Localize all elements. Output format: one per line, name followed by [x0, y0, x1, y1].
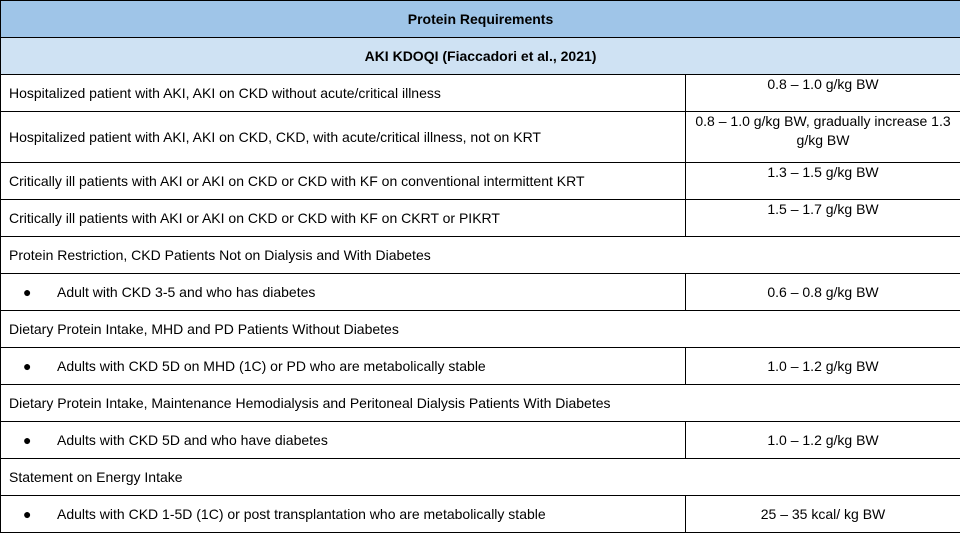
row-label: Critically ill patients with AKI or AKI …: [0, 162, 686, 200]
row-label: Hospitalized patient with AKI, AKI on CK…: [0, 74, 686, 112]
bullet-text: Adults with CKD 5D on MHD (1C) or PD who…: [57, 357, 486, 374]
row-label: ● Adults with CKD 5D and who have diabete…: [0, 421, 686, 459]
row-value: 0.8 – 1.0 g/kg BW, gradually increase 1.…: [684, 111, 960, 163]
row-label: Critically ill patients with AKI or AKI …: [0, 199, 686, 237]
table-row: Critically ill patients with AKI or AKI …: [0, 199, 960, 237]
table-subtitle: AKI KDOQI (Fiaccadori et al., 2021): [0, 37, 960, 75]
row-label: ● Adults with CKD 1-5D (1C) or post trans…: [0, 495, 686, 533]
row-value: 0.8 – 1.0 g/kg BW: [684, 74, 960, 112]
row-label: ● Adult with CKD 3-5 and who has diabetes: [0, 273, 686, 311]
section-heading: Dietary Protein Intake, MHD and PD Patie…: [0, 310, 960, 348]
row-value: 1.3 – 1.5 g/kg BW: [684, 162, 960, 200]
table-row: ● Adults with CKD 1-5D (1C) or post trans…: [0, 495, 960, 533]
table-subtitle-row: AKI KDOQI (Fiaccadori et al., 2021): [0, 37, 960, 75]
bullet-icon: ●: [23, 283, 32, 300]
section-heading-row: Protein Restriction, CKD Patients Not on…: [0, 236, 960, 274]
table-row: Hospitalized patient with AKI, AKI on CK…: [0, 111, 960, 163]
bullet-text: Adults with CKD 1-5D (1C) or post transp…: [57, 505, 546, 522]
table-title-row: Protein Requirements: [0, 0, 960, 38]
row-value: 1.0 – 1.2 g/kg BW: [684, 421, 960, 459]
table-row: Critically ill patients with AKI or AKI …: [0, 162, 960, 200]
section-heading-row: Dietary Protein Intake, Maintenance Hemo…: [0, 384, 960, 422]
bullet-text: Adults with CKD 5D and who have diabetes: [57, 431, 328, 448]
bullet-text: Adult with CKD 3-5 and who has diabetes: [57, 283, 316, 300]
row-value: 25 – 35 kcal/ kg BW: [684, 495, 960, 533]
bullet-icon: ●: [23, 505, 32, 522]
table-title: Protein Requirements: [0, 0, 960, 38]
row-value: 0.6 – 0.8 g/kg BW: [684, 273, 960, 311]
row-label: Hospitalized patient with AKI, AKI on CK…: [0, 111, 686, 163]
table-row: ● Adults with CKD 5D on MHD (1C) or PD wh…: [0, 347, 960, 385]
section-heading-row: Statement on Energy Intake: [0, 458, 960, 496]
section-heading: Dietary Protein Intake, Maintenance Hemo…: [0, 384, 960, 422]
table-row: ● Adults with CKD 5D and who have diabete…: [0, 421, 960, 459]
section-heading: Protein Restriction, CKD Patients Not on…: [0, 236, 960, 274]
row-label: ● Adults with CKD 5D on MHD (1C) or PD wh…: [0, 347, 686, 385]
row-value: 1.5 – 1.7 g/kg BW: [684, 199, 960, 237]
section-heading: Statement on Energy Intake: [0, 458, 960, 496]
bullet-icon: ●: [23, 357, 32, 374]
section-heading-row: Dietary Protein Intake, MHD and PD Patie…: [0, 310, 960, 348]
row-value: 1.0 – 1.2 g/kg BW: [684, 347, 960, 385]
table-row: ● Adult with CKD 3-5 and who has diabetes…: [0, 273, 960, 311]
bullet-icon: ●: [23, 431, 32, 448]
table-row: Hospitalized patient with AKI, AKI on CK…: [0, 74, 960, 112]
